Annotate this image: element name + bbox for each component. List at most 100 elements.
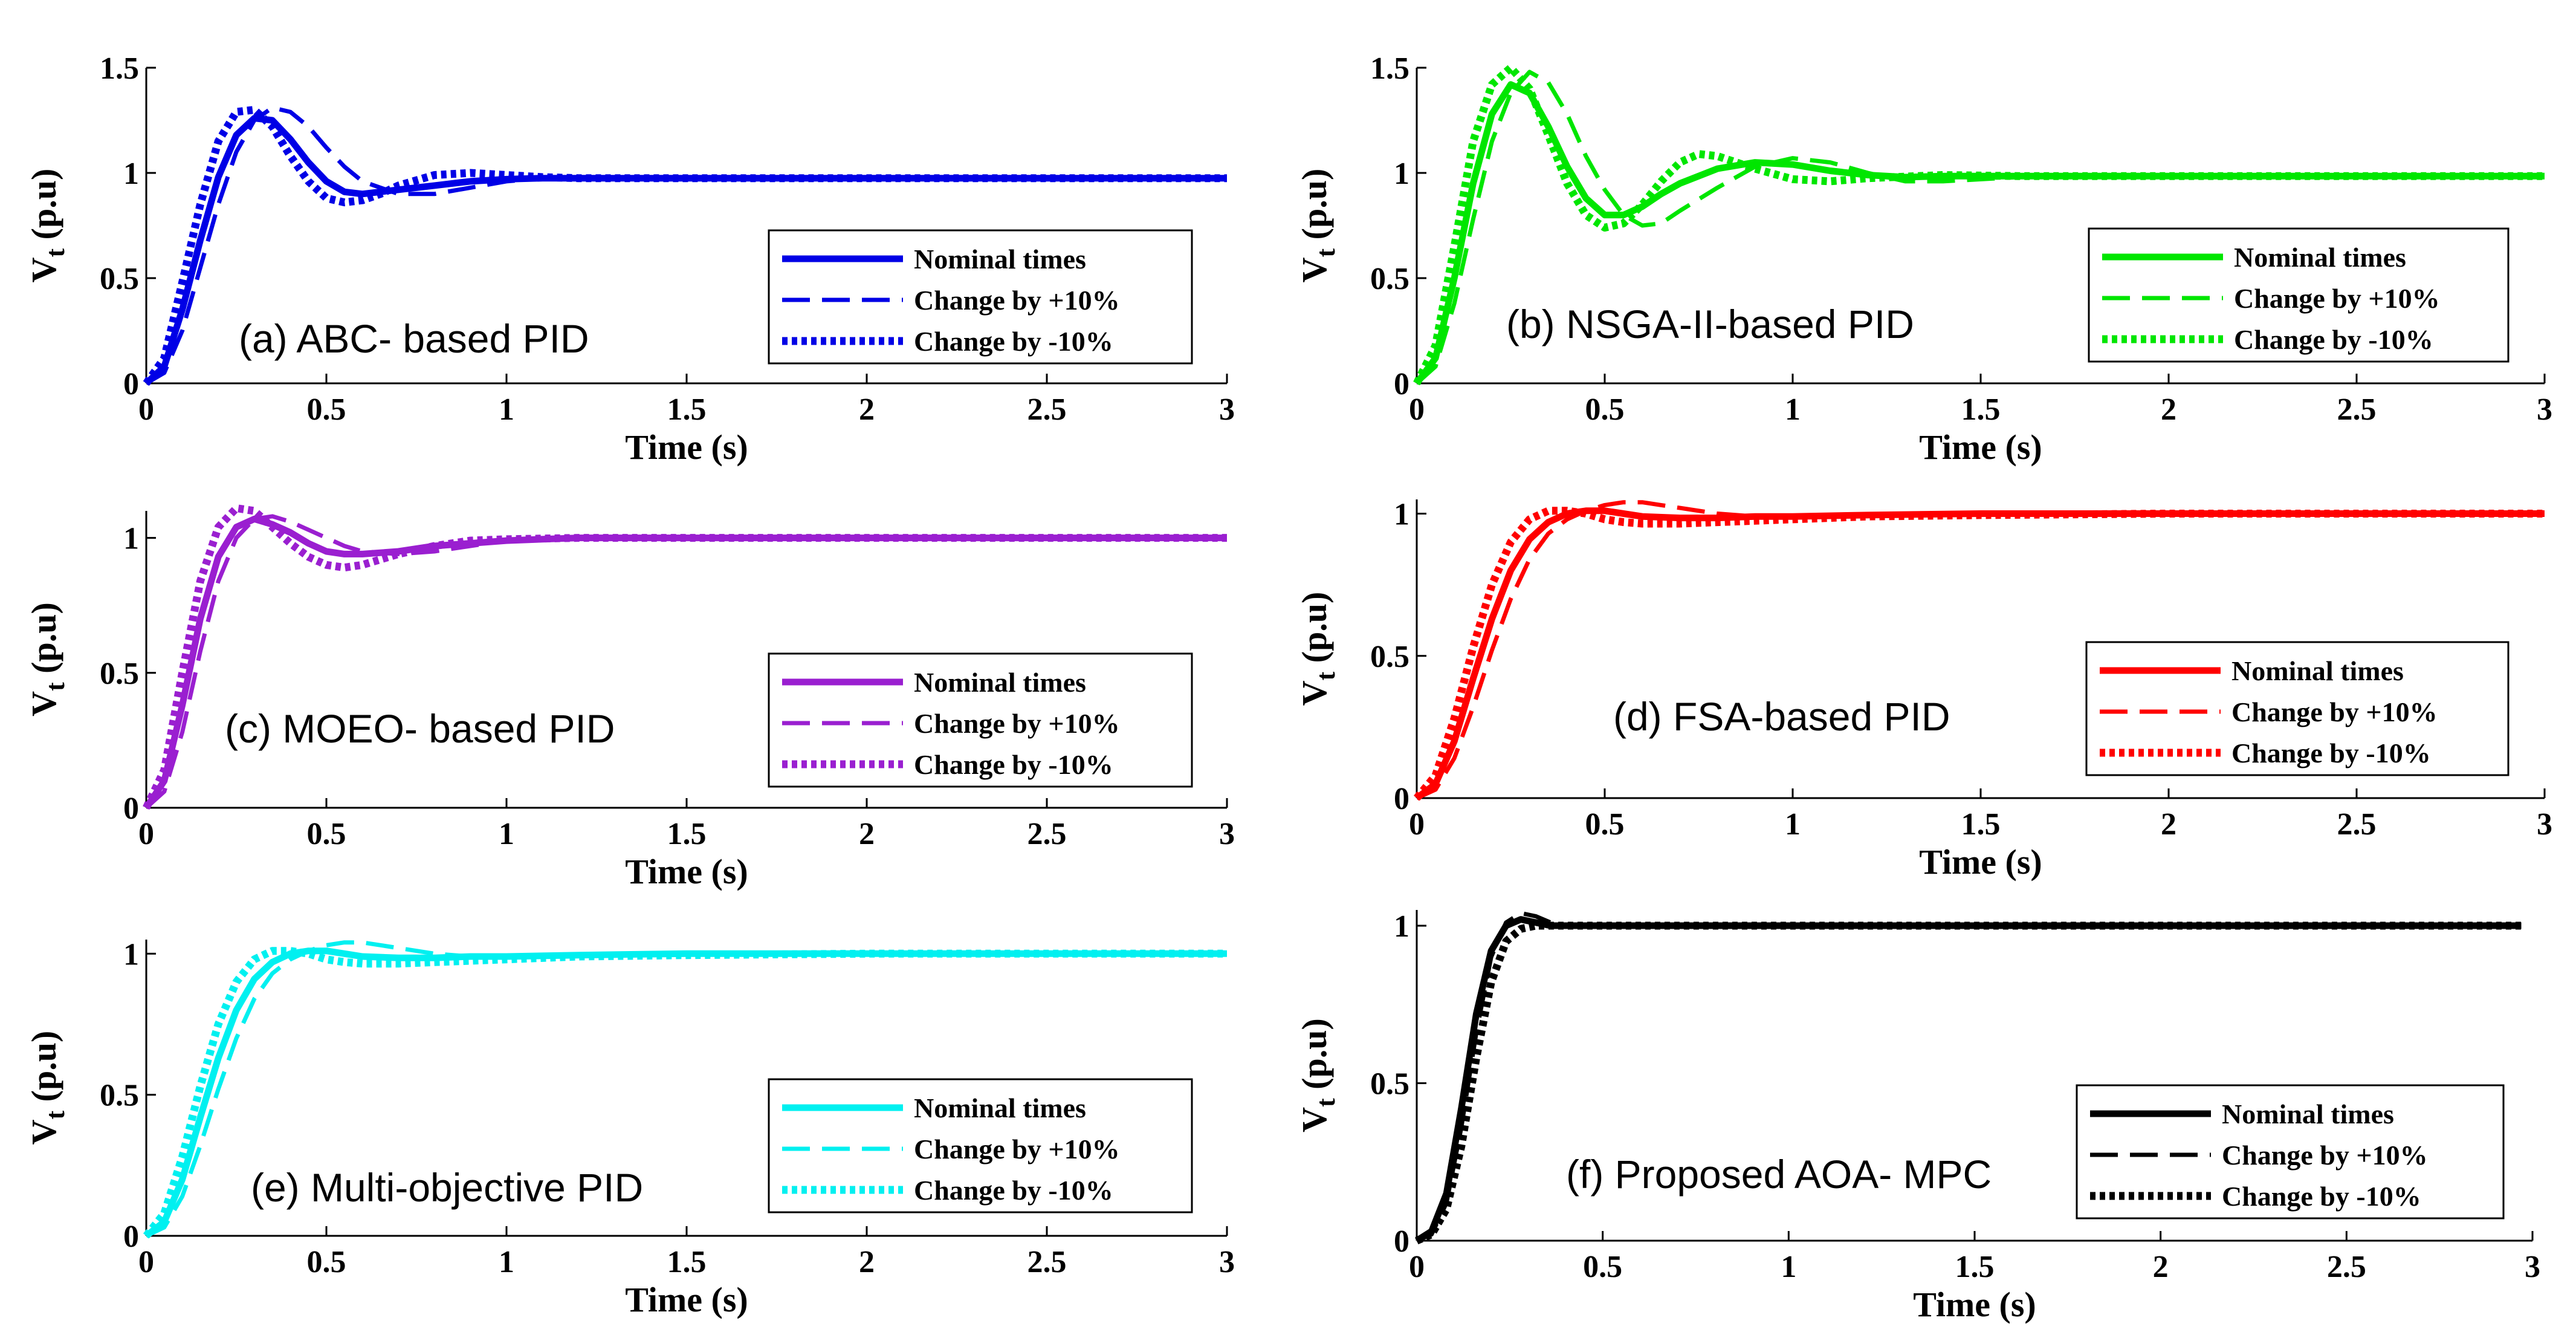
y-axis-symbol: V [24,1119,63,1145]
y-tick-label: 1 [123,937,139,972]
x-tick-label: 3 [2525,1250,2540,1284]
y-tick-label: 0.5 [1370,640,1409,674]
y-axis-subscript: t [1311,1098,1341,1107]
x-tick-label: 1.5 [667,392,707,427]
y-axis-subscript: t [40,248,70,257]
chart-panel-3: 0 0.5 1 1.5 2 2.5 3 0 0.5 1 Time (s) Vt (p.u) (c) MO… [24,504,1235,891]
series-line-change-by-10 [143,106,1227,386]
x-tick-label: 1.5 [1955,1250,1995,1284]
y-tick-label: 0.5 [1370,1067,1409,1102]
x-tick-label: 2 [859,1245,875,1279]
x-tick-label: 3 [1219,1245,1235,1279]
legend-box [2088,227,2510,363]
x-axis-label: Time (s) [1913,1285,2036,1324]
x-tick-label: 2 [859,817,875,851]
legend-label: Change by +10% [914,1134,1120,1164]
legend-label: Nominal times [2231,655,2404,686]
legend-label: Nominal times [914,244,1086,274]
x-tick-label: 1.5 [667,1245,707,1279]
x-tick-label: 1.5 [667,817,707,851]
series-line-change-by-10 [1413,63,2545,385]
panel-caption: (d) FSA-based PID [1613,694,1950,739]
y-axis-symbol: V [24,691,63,716]
x-tick-label: 1 [499,392,514,427]
x-tick-label: 2.5 [2327,1250,2366,1284]
y-axis-subscript: t [40,1110,70,1119]
x-tick-label: 0.5 [307,1245,346,1279]
x-tick-label: 3 [1219,392,1235,427]
x-tick-label: 2 [859,392,875,427]
y-tick-label: 1 [1394,498,1409,532]
series-line-change-by-10 [143,504,1227,810]
y-axis-label: Vt (p.u) [1295,1018,1341,1132]
series-line-nominal-times [1414,81,2545,386]
x-axis-label: Time (s) [625,427,748,467]
x-tick-label: 0 [1409,1250,1425,1284]
y-tick-label: 0 [123,1220,139,1254]
x-tick-label: 0.5 [1583,1250,1622,1284]
legend-label: Change by +10% [2222,1140,2428,1171]
panel-caption: (e) Multi-objective PID [251,1165,643,1210]
y-tick-label: 0 [1394,782,1409,816]
y-tick-label: 1 [1394,909,1409,944]
legend-label: Change by -10% [914,1175,1113,1206]
y-tick-label: 0 [1394,367,1409,401]
legend-label: Change by -10% [914,326,1113,357]
legend-label: Change by +10% [914,708,1120,739]
panel-caption: (a) ABC- based PID [239,316,589,361]
legend-label: Nominal times [914,667,1086,698]
y-axis-unit: (p.u) [24,169,63,248]
legend: Nominal times Change by +10% Change by -10… [768,1078,1193,1213]
y-axis-label: Vt (p.u) [1295,169,1341,283]
x-tick-label: 0 [138,392,154,427]
y-tick-label: 0.5 [100,262,139,296]
x-tick-label: 3 [2537,807,2552,842]
x-tick-label: 1 [1785,392,1801,427]
y-axis-label: Vt (p.u) [24,602,70,716]
x-tick-label: 1 [499,1245,514,1279]
y-axis-label: Vt (p.u) [1295,592,1341,706]
series-line-change-by-10 [1416,500,2545,801]
legend: Nominal times Change by +10% Change by -10… [2076,1084,2505,1220]
legend-box [768,652,1193,788]
legend-label: Change by -10% [914,749,1113,780]
legend-label: Change by -10% [2222,1181,2421,1212]
panel-caption: (c) MOEO- based PID [225,706,615,751]
legend: Nominal times Change by +10% Change by -10… [2085,641,2510,776]
x-axis-label: Time (s) [1919,842,2042,882]
series-line-change-by-10 [1413,507,2545,801]
y-tick-label: 0 [1394,1224,1409,1259]
series-line-change-by-10 [1415,921,2522,1244]
y-axis-subscript: t [1311,671,1341,680]
x-tick-label: 0.5 [1585,392,1625,427]
x-tick-label: 3 [1219,817,1235,851]
x-tick-label: 1 [1785,807,1801,842]
legend-label: Change by +10% [2231,697,2438,727]
legend-box [768,1078,1193,1213]
legend-label: Nominal times [2234,242,2406,273]
x-tick-label: 2.5 [1027,1245,1067,1279]
legend-label: Change by +10% [2234,283,2440,314]
panel-caption: (f) Proposed AOA- MPC [1566,1152,1992,1197]
x-tick-label: 2.5 [1027,817,1067,851]
y-axis-symbol: V [1295,1107,1334,1132]
x-axis-label: Time (s) [1919,427,2042,467]
series-line-change-by-10 [145,940,1227,1238]
x-tick-label: 1.5 [1961,392,2001,427]
x-tick-label: 0 [1409,807,1425,842]
x-tick-label: 1.5 [1961,807,2001,842]
x-axis-label: Time (s) [625,1280,748,1319]
series-line-change-by-10 [1415,70,2545,385]
y-axis-symbol: V [1295,680,1334,706]
legend-label: Change by +10% [914,285,1120,316]
chart-panel-4: 0 0.5 1 1.5 2 2.5 3 0 0.5 1 Time (s) Vt (p.u) (d) FS… [1295,498,2552,882]
legend-label: Change by -10% [2231,738,2431,768]
y-axis-label: Vt (p.u) [24,169,70,283]
y-tick-label: 1.5 [1370,51,1409,86]
y-tick-label: 0.5 [1370,262,1409,296]
y-axis-unit: (p.u) [1295,1018,1334,1098]
chart-panel-6: 0 0.5 1 1.5 2 2.5 3 0 0.5 1 Time (s) Vt (p.u) (f) Pr… [1295,909,2540,1324]
x-tick-label: 3 [2537,392,2552,427]
